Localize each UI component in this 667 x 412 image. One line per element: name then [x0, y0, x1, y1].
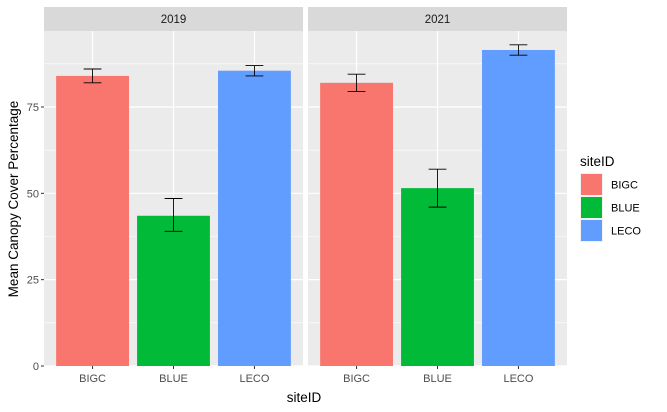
bar-BLUE-2019: [137, 215, 210, 366]
legend: siteID BIGC BLUE LECO: [580, 154, 641, 242]
panel-2021: 2021: [308, 7, 567, 367]
x-tick-label: LECO: [239, 373, 269, 385]
legend-swatch-BLUE: [581, 197, 602, 218]
bar-LECO-2021: [482, 49, 555, 367]
facet-strip: [44, 7, 303, 31]
y-tick-label: 75: [27, 102, 39, 114]
bar-LECO-2019: [218, 70, 291, 366]
errorbar-BIGC-2021: [347, 73, 366, 92]
legend-label-BLUE: BLUE: [611, 203, 640, 215]
facet-strip: [308, 7, 567, 31]
x-tick-label: BIGC: [79, 373, 106, 385]
x-tick-label: BLUE: [423, 373, 452, 385]
y-axis: 0 25 50 75: [27, 102, 44, 373]
legend-title: siteID: [580, 154, 615, 169]
facet-strip-label: 2019: [161, 14, 187, 26]
y-tick-label: 25: [27, 275, 39, 287]
errorbar-LECO-2019: [245, 65, 264, 77]
errorbar-BLUE-2021: [428, 168, 447, 208]
x-axis: BIGC BLUE LECO BIGC BLUE LECO: [79, 366, 534, 385]
bar-BIGC-2019: [56, 75, 129, 366]
facet-strip-label: 2021: [425, 14, 451, 26]
legend-swatch-BIGC: [581, 174, 602, 195]
bar-BLUE-2021: [401, 188, 474, 366]
legend-swatch-LECO: [581, 220, 602, 241]
facet-panels: 2019 2021: [44, 7, 567, 367]
x-tick-label: BLUE: [159, 373, 188, 385]
y-tick-label: 0: [33, 361, 39, 373]
bar-BIGC-2021: [320, 82, 393, 366]
panel-2019: 2019: [44, 7, 303, 367]
y-axis-title: Mean Canopy Cover Percentage: [6, 101, 21, 298]
errorbar-BLUE-2019: [164, 198, 183, 232]
y-tick-label: 50: [27, 188, 39, 200]
errorbar-BIGC-2019: [83, 68, 102, 84]
x-axis-title: siteID: [287, 390, 322, 405]
x-tick-label: BIGC: [343, 373, 370, 385]
errorbar-LECO-2021: [509, 44, 528, 56]
x-tick-label: LECO: [503, 373, 533, 385]
legend-label-LECO: LECO: [611, 226, 641, 238]
legend-label-BIGC: BIGC: [611, 180, 638, 192]
